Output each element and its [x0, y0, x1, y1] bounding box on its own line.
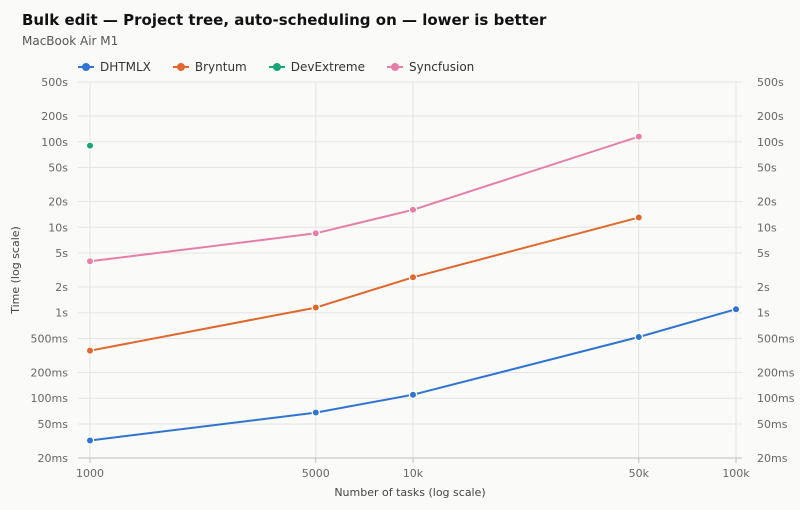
legend-swatch-syncfusion [386, 62, 403, 72]
y-tick-label-right: 50ms [757, 418, 788, 431]
y-tick-label-right: 10s [757, 221, 777, 234]
data-point-dhtmlx [731, 305, 741, 314]
y-tick-label-left: 20s [48, 196, 68, 209]
legend-label: Syncfusion [408, 60, 475, 74]
legend-swatch-bryntum [172, 62, 189, 72]
data-point-dhtmlx [634, 332, 643, 342]
y-tick-label-left: 20ms [38, 452, 69, 465]
y-tick-label-right: 20s [757, 196, 777, 209]
y-tick-label-right: 20ms [757, 452, 788, 465]
y-tick-label-left: 50ms [38, 418, 69, 431]
y-axis-title: Time (log scale) [9, 226, 22, 315]
data-point-bryntum [408, 273, 418, 282]
data-point-bryntum [311, 303, 320, 312]
legend-item-bryntum: Bryntum [172, 60, 247, 74]
data-point-syncfusion [311, 229, 320, 238]
legend-label: DHTMLX [100, 60, 151, 74]
y-tick-label-left: 5s [55, 247, 68, 260]
y-tick-label-right: 100s [757, 136, 784, 149]
legend-item-dhtmlx: DHTMLX [78, 60, 151, 74]
legend-item-syncfusion: Syncfusion [386, 60, 475, 74]
data-point-syncfusion [634, 132, 643, 141]
y-tick-label-left: 200ms [31, 367, 69, 380]
y-tick-label-right: 200s [757, 110, 784, 123]
chart-title: Bulk edit — Project tree, auto-schedulin… [22, 11, 547, 29]
series-line-bryntum [89, 216, 640, 352]
data-point-dhtmlx [311, 408, 320, 417]
legend-label: Bryntum [194, 60, 247, 74]
data-point-syncfusion [85, 257, 95, 266]
y-tick-label-left: 500ms [31, 332, 69, 345]
chart-legend: DHTMLX Bryntum DevExtreme Syncfusion [78, 60, 474, 74]
y-tick-label-left: 500s [41, 76, 68, 89]
y-tick-label-right: 50s [757, 161, 777, 174]
y-tick-label-left: 2s [55, 281, 68, 294]
y-tick-label-right: 1s [757, 307, 770, 320]
y-tick-label-right: 5s [757, 247, 770, 260]
y-tick-label-left: 100ms [31, 392, 69, 405]
y-tick-label-left: 50s [48, 161, 68, 174]
chart-subtitle: MacBook Air M1 [22, 34, 119, 48]
data-point-syncfusion [408, 205, 418, 215]
x-tick-label: 100k [722, 467, 750, 480]
y-tick-label-left: 1s [55, 307, 68, 320]
legend-item-devextreme: DevExtreme [268, 60, 365, 74]
x-tick-label: 50k [629, 467, 650, 480]
y-tick-label-right: 500s [757, 76, 784, 89]
x-tick-label: 10k [403, 467, 424, 480]
data-point-dhtmlx [408, 390, 418, 399]
data-point-bryntum [85, 346, 95, 355]
data-point-dhtmlx [85, 436, 95, 445]
y-tick-label-right: 100ms [757, 392, 795, 405]
series-line-syncfusion [89, 135, 640, 263]
y-tick-label-right: 200ms [757, 367, 795, 380]
x-tick-label: 1000 [76, 467, 104, 480]
data-point-devextreme [85, 141, 95, 150]
x-tick-label: 5000 [302, 467, 330, 480]
y-tick-label-right: 500ms [757, 332, 795, 345]
x-axis-title: Number of tasks (log scale) [334, 486, 485, 499]
legend-swatch-devextreme [268, 62, 285, 72]
y-tick-label-left: 100s [41, 136, 68, 149]
y-tick-label-right: 2s [757, 281, 770, 294]
legend-swatch-dhtmlx [78, 62, 94, 72]
y-tick-label-left: 200s [41, 110, 68, 123]
legend-label: DevExtreme [290, 60, 365, 74]
y-tick-label-left: 10s [48, 221, 68, 234]
data-point-bryntum [634, 213, 643, 222]
